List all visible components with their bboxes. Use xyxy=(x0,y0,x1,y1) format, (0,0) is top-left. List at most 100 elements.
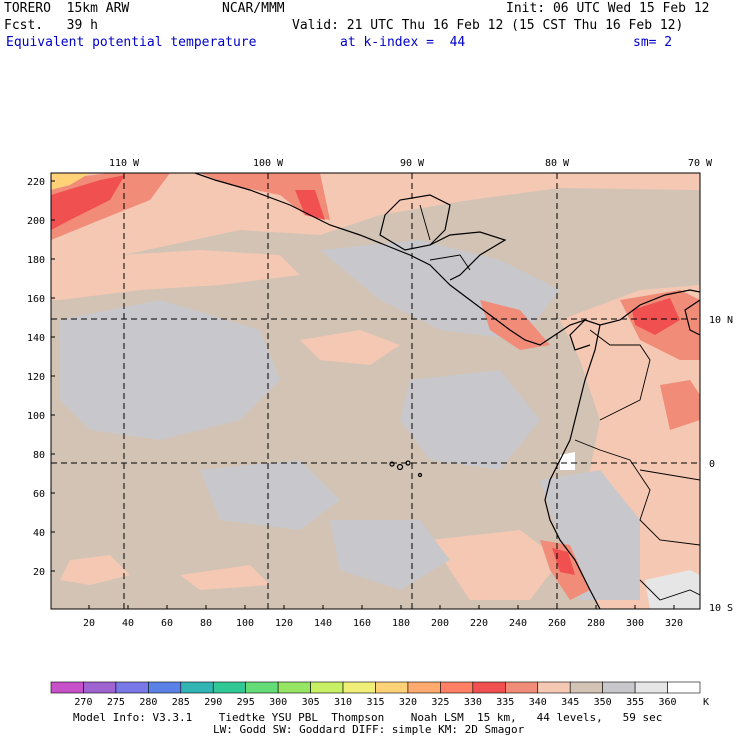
gray-350-a xyxy=(60,300,280,440)
colorbar-label: 340 xyxy=(529,697,547,708)
y-tick: 100 xyxy=(27,411,45,422)
longitude-labels: 110 W 100 W 90 W 80 W 70 W xyxy=(109,158,713,169)
northern-band-340 xyxy=(51,173,700,265)
colorbar-cell xyxy=(342,681,376,694)
panama-gulf xyxy=(569,319,591,351)
colorbar-cell xyxy=(180,681,214,694)
colorbar-cell xyxy=(245,681,279,694)
pacific-coast-south xyxy=(544,324,601,609)
patch-340-f xyxy=(180,565,270,590)
colorbar-label: 290 xyxy=(204,697,222,708)
graticule xyxy=(51,173,700,609)
lat-label: 10 N xyxy=(709,315,733,326)
colorbar-cell xyxy=(407,681,441,694)
y-tick: 160 xyxy=(27,294,45,305)
x-tick: 20 xyxy=(83,618,95,629)
smoothing-info: sm= 2 xyxy=(633,35,673,50)
colorbar-label: 280 xyxy=(139,697,157,708)
colorbar-cell xyxy=(83,681,117,694)
field-name: Equivalent potential temperature xyxy=(6,35,257,50)
galapagos-island-4 xyxy=(417,472,423,478)
init-time: Init: 06 UTC Wed 15 Feb 12 xyxy=(506,1,710,16)
lon-label: 70 W xyxy=(688,158,713,169)
colorbar-label: 270 xyxy=(74,697,92,708)
y-tick: 40 xyxy=(33,528,45,539)
patch-340-c xyxy=(300,330,400,365)
x-tick: 180 xyxy=(392,618,410,629)
colorbar-cell xyxy=(667,681,701,694)
model-name: TORERO 15km ARW xyxy=(4,1,130,16)
colorbar-cell xyxy=(440,681,474,694)
border-bolivia xyxy=(639,579,700,601)
patch-340-e xyxy=(60,555,130,585)
gray-350-e xyxy=(540,470,640,600)
border-colombia xyxy=(589,329,651,421)
colorbar xyxy=(50,681,701,694)
x-tick: 220 xyxy=(470,618,488,629)
level-info: at k-index = 44 xyxy=(340,35,466,50)
x-tick: 280 xyxy=(587,618,605,629)
colorbar-cell xyxy=(504,681,539,694)
x-tick: 300 xyxy=(626,618,644,629)
y-tick: 120 xyxy=(27,372,45,383)
galapagos-island-1 xyxy=(389,461,395,467)
colorbar-label: 285 xyxy=(172,697,190,708)
colorbar-unit: K xyxy=(703,697,709,708)
x-tick: 120 xyxy=(275,618,293,629)
colorbar-cell xyxy=(602,681,636,694)
lon-label: 90 W xyxy=(400,158,425,169)
colorbar-label: 315 xyxy=(366,697,384,708)
latitude-labels: 10 N 0 10 S xyxy=(709,315,733,614)
map-frame xyxy=(50,172,701,610)
country-borders xyxy=(419,204,700,601)
organization: NCAR/MMM xyxy=(222,1,285,16)
x-tick: 260 xyxy=(548,618,566,629)
venezuela-330 xyxy=(632,298,680,335)
model-physics: LW: Godd SW: Goddard DIFF: simple KM: 2D… xyxy=(213,723,525,736)
x-tick: 160 xyxy=(353,618,371,629)
colorbar-cell xyxy=(212,681,247,694)
colorbar-label: 275 xyxy=(107,697,125,708)
band-340-b xyxy=(51,250,300,300)
y-tick: 200 xyxy=(27,216,45,227)
lon-label: 80 W xyxy=(545,158,570,169)
x-tick: 80 xyxy=(200,618,212,629)
venezuela-coast xyxy=(684,299,700,336)
patch-340-d xyxy=(430,530,560,600)
x-tick: 40 xyxy=(122,618,134,629)
costa-rica-335 xyxy=(480,300,550,350)
y-tick: 140 xyxy=(27,333,45,344)
colorbar-label: 345 xyxy=(561,697,579,708)
northwest-320 xyxy=(51,173,90,190)
yucatan-coast xyxy=(379,194,451,251)
colorbar-label: 335 xyxy=(496,697,514,708)
colorbar-label: 300 xyxy=(269,697,287,708)
colorbar-label: 320 xyxy=(399,697,417,708)
coastlines xyxy=(194,173,700,609)
colorbar-cell xyxy=(569,681,603,694)
border-peru xyxy=(574,439,700,546)
colorbar-label: 295 xyxy=(237,697,255,708)
colorbar-label: 325 xyxy=(431,697,449,708)
lon-label: 110 W xyxy=(109,158,140,169)
border-1 xyxy=(419,204,431,241)
colorbar-cell xyxy=(277,681,311,694)
colorbar-cell xyxy=(310,681,344,694)
gray-350-d xyxy=(200,460,340,530)
caribbean-coast xyxy=(429,231,507,281)
mexico-330 xyxy=(295,190,325,220)
theta-e-field xyxy=(51,173,700,609)
y-axis-ticks: 220 200 180 160 140 120 100 80 60 40 20 xyxy=(27,177,45,578)
colorbar-cell xyxy=(375,681,409,694)
y-tick: 220 xyxy=(27,177,45,188)
colorbar-cell xyxy=(537,681,571,694)
lat-label: 10 S xyxy=(709,603,733,614)
y-tick: 180 xyxy=(27,255,45,266)
colorbar-label: 355 xyxy=(626,697,644,708)
border-2 xyxy=(429,254,471,271)
northwest-330 xyxy=(51,175,125,230)
forecast-hour: Fcst. 39 h xyxy=(4,18,98,33)
colorbar-label: 350 xyxy=(594,697,612,708)
gray-350-f xyxy=(330,520,450,590)
